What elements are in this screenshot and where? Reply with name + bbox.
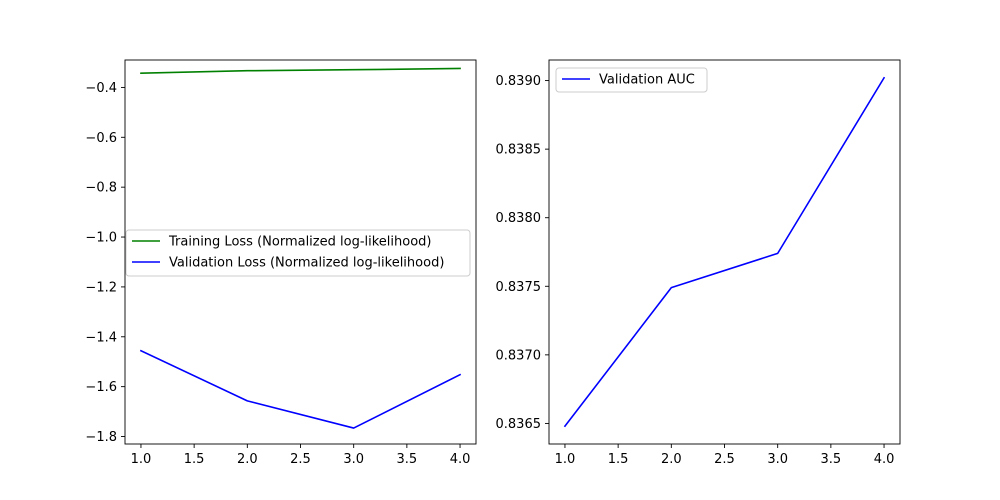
- y-tick-label: −0.4: [85, 81, 117, 96]
- legend-box: [555, 67, 708, 93]
- x-tick-label: 2.0: [661, 452, 682, 467]
- legend-label: Validation AUC: [599, 73, 695, 88]
- y-tick-label: −1.8: [85, 430, 117, 445]
- y-tick-label: 0.8380: [496, 211, 542, 226]
- y-tick-label: −1.4: [85, 330, 117, 345]
- y-tick-label: −0.8: [85, 181, 117, 196]
- x-tick-label: 1.0: [555, 452, 576, 467]
- legend-label: Validation Loss (Normalized log-likeliho…: [169, 256, 444, 271]
- x-tick-label: 4.0: [874, 452, 895, 467]
- series-line-0-1: [139, 349, 462, 429]
- x-tick-label: 3.0: [343, 452, 364, 467]
- loss-chart: 1.0 1.5 2.0 2.5 3.0 3.5 4.0 −0.4 −0.6 −0.8 −1.0 −1.…: [85, 59, 477, 467]
- series-line-1-0: [563, 76, 886, 428]
- legend: Training Loss (Normalized log-likelihood…: [125, 229, 471, 277]
- y-tick-label: −0.6: [85, 131, 117, 146]
- legend-box: [125, 229, 471, 277]
- x-tick-label: 1.5: [184, 452, 205, 467]
- y-tick-label: 0.8390: [496, 74, 542, 89]
- auc-chart: 1.0 1.5 2.0 2.5 3.0 3.5 4.0 0.8365 0.8370 0.8375 0…: [496, 59, 901, 467]
- x-tick-label: 2.5: [714, 452, 735, 467]
- y-tick-label: 0.8365: [496, 417, 542, 432]
- y-tick-label: 0.8375: [496, 280, 542, 295]
- series-line-0-0: [140, 67, 461, 75]
- legend: Validation AUC: [555, 67, 708, 93]
- x-tick-label: 1.5: [608, 452, 629, 467]
- y-tick-label: 0.8370: [496, 348, 542, 363]
- y-tick-label: −1.2: [85, 280, 117, 295]
- y-tick-label: −1.0: [85, 231, 117, 246]
- x-tick-label: 3.0: [767, 452, 788, 467]
- y-tick-label: −1.6: [85, 380, 117, 395]
- y-tick-label: 0.8385: [496, 143, 542, 158]
- x-tick-label: 2.5: [290, 452, 311, 467]
- x-tick-label: 2.0: [237, 452, 258, 467]
- x-tick-label: 3.5: [821, 452, 842, 467]
- x-tick-label: 4.0: [450, 452, 471, 467]
- x-tick-label: 3.5: [397, 452, 418, 467]
- axes-frame: [548, 59, 901, 445]
- legend-label: Training Loss (Normalized log-likelihood…: [168, 235, 432, 250]
- x-tick-label: 1.0: [131, 452, 152, 467]
